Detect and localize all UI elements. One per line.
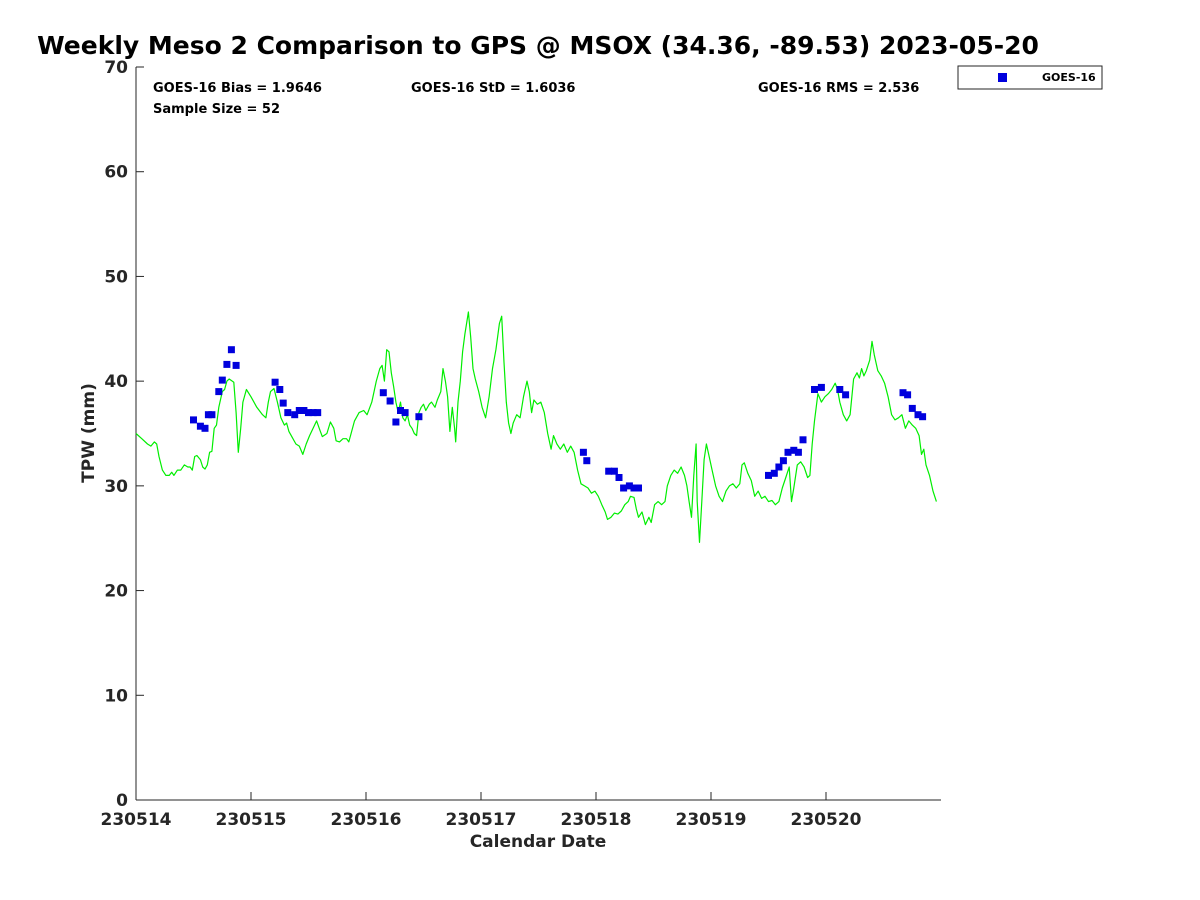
- goes16-point: [208, 411, 216, 419]
- goes16-point: [799, 436, 807, 444]
- legend-box: [957, 65, 1103, 90]
- goes16-point: [615, 474, 623, 481]
- goes16-point: [291, 411, 299, 419]
- goes16-point: [190, 416, 197, 424]
- goes16-point: [914, 411, 922, 419]
- legend: GOES-16: [957, 65, 1103, 90]
- chart-title: Weekly Meso 2 Comparison to GPS @ MSOX (…: [37, 31, 1039, 60]
- goes16-point: [842, 391, 850, 399]
- goes16-point: [401, 409, 409, 417]
- goes16-point: [836, 386, 844, 393]
- y-tick-label: 10: [104, 686, 128, 706]
- goes16-point: [630, 484, 638, 492]
- x-tick-label: 230515: [216, 810, 287, 830]
- goes16-point: [227, 346, 235, 354]
- y-tick-label: 70: [104, 58, 128, 78]
- goes16-point: [779, 457, 787, 465]
- x-tick-label: 230514: [101, 810, 172, 830]
- goes16-point: [284, 409, 292, 417]
- goes16-point: [908, 404, 916, 412]
- y-tick-label: 0: [116, 791, 128, 811]
- y-axis-label: TPW (mm): [79, 383, 99, 483]
- x-tick-label: 230518: [561, 810, 632, 830]
- goes16-point: [314, 409, 322, 417]
- x-axis-label: Calendar Date: [470, 832, 607, 852]
- goes16-point: [765, 471, 772, 479]
- goes16-point: [295, 407, 303, 414]
- legend-marker-goes16: [998, 73, 1007, 82]
- goes16-point: [620, 484, 628, 492]
- goes16-point: [201, 424, 209, 432]
- goes16-point: [775, 463, 783, 471]
- goes16-point: [223, 360, 231, 368]
- goes16-point: [392, 418, 400, 426]
- y-tick-label: 20: [104, 582, 128, 602]
- goes16-point: [811, 386, 818, 393]
- goes16-point: [770, 469, 778, 477]
- goes16-point: [232, 361, 240, 369]
- y-tick-label: 50: [104, 267, 128, 287]
- goes16-point: [218, 376, 226, 384]
- goes16-point: [625, 482, 633, 490]
- goes16-point: [309, 409, 317, 417]
- stats-box: GOES-16 Bias = 1.9646 Sample Size = 52 G…: [153, 81, 919, 117]
- goes16-point: [784, 448, 792, 456]
- goes16-point: [579, 448, 587, 456]
- goes16-point: [904, 391, 912, 399]
- y-tick-label: 30: [104, 477, 128, 497]
- x-tick-label: 230517: [446, 810, 517, 830]
- bias-stat: GOES-16 Bias = 1.9646: [153, 81, 322, 96]
- sample-size-stat: Sample Size = 52: [153, 102, 280, 117]
- goes16-point: [196, 422, 204, 430]
- x-tick-label: 230519: [676, 810, 747, 830]
- goes16-point: [397, 407, 404, 414]
- goes16-point: [635, 484, 642, 492]
- goes16-point: [300, 407, 308, 414]
- goes16-point: [790, 446, 798, 454]
- goes16-point: [583, 457, 591, 465]
- y-tick-label: 60: [104, 163, 128, 183]
- goes16-point: [379, 389, 387, 397]
- goes16-point: [215, 388, 223, 396]
- std-stat: GOES-16 StD = 1.6036: [411, 81, 575, 96]
- goes16-point: [386, 397, 394, 405]
- axes: [135, 67, 941, 801]
- gps-line-layer: [135, 311, 937, 544]
- goes16-point: [610, 467, 618, 475]
- y-tick-label: 40: [104, 372, 128, 392]
- rms-stat: GOES-16 RMS = 2.536: [758, 81, 919, 96]
- goes16-point: [919, 413, 927, 421]
- goes16-point: [817, 383, 825, 391]
- x-tick-label: 230516: [331, 810, 402, 830]
- x-tick-label: 230520: [791, 810, 862, 830]
- goes16-point: [899, 389, 907, 397]
- goes16-point: [276, 386, 284, 393]
- goes16-point: [279, 399, 287, 407]
- goes16-point: [794, 448, 802, 456]
- goes16-point: [305, 409, 312, 417]
- goes16-point: [605, 467, 613, 475]
- legend-label-goes16: GOES-16: [1042, 71, 1096, 84]
- gps-series-line: [135, 311, 937, 544]
- tick-group: 0 10 20 30 40 50 60 70 230514 230515 230516 230517 2…: [101, 58, 862, 830]
- goes-marker-layer: [190, 346, 927, 492]
- goes16-point: [415, 413, 423, 421]
- goes16-point: [271, 378, 279, 386]
